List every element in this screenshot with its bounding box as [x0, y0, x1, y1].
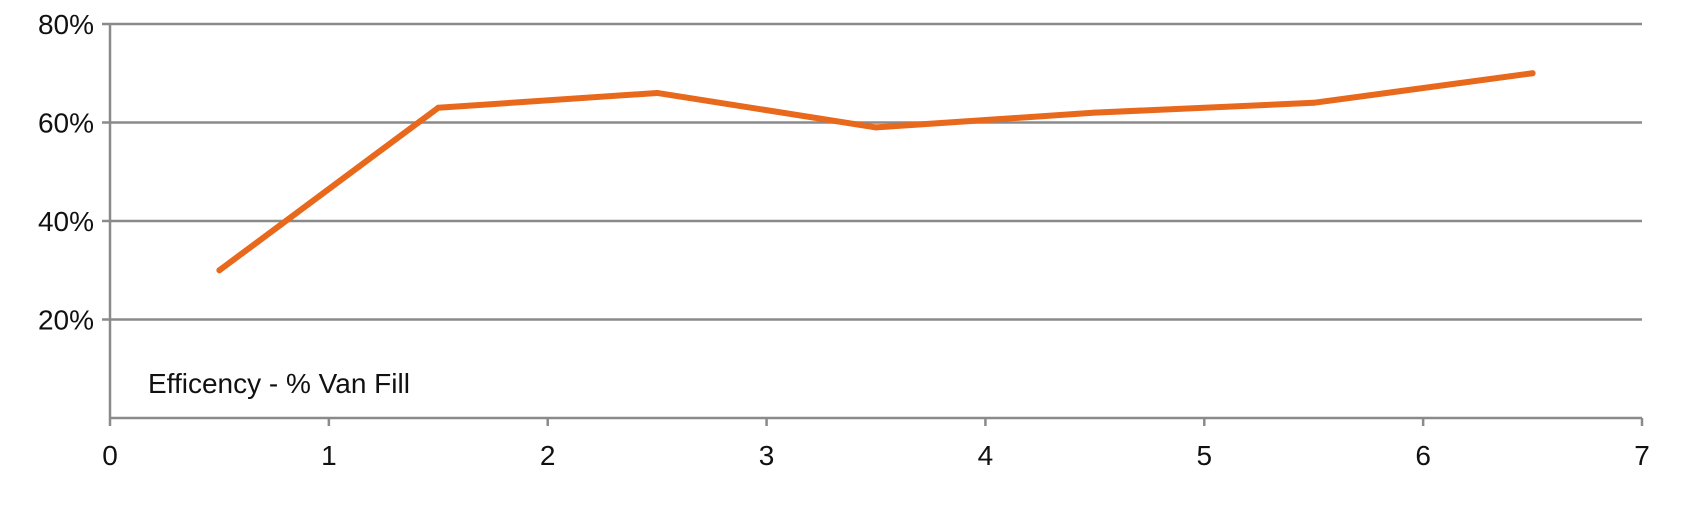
data-point	[1091, 109, 1098, 116]
x-tick-label: 0	[102, 440, 118, 471]
data-point	[1529, 70, 1536, 77]
x-tick-label: 6	[1415, 440, 1431, 471]
x-axis-ticks: 0 1 2 3 4 5 6 7	[102, 418, 1650, 471]
y-tick-label: 80%	[38, 9, 94, 40]
data-point	[873, 124, 879, 131]
y-axis-ticks: 20% 40% 60% 80%	[38, 9, 110, 336]
data-point	[1310, 99, 1317, 106]
chart-annotation: Efficency - % Van Fill	[148, 368, 410, 399]
x-tick-label: 7	[1634, 440, 1650, 471]
y-tick-label: 40%	[38, 206, 94, 237]
x-tick-label: 4	[978, 440, 994, 471]
y-tick-label: 60%	[38, 108, 94, 139]
data-point	[654, 89, 661, 96]
x-tick-label: 2	[540, 440, 556, 471]
x-tick-label: 3	[759, 440, 775, 471]
data-point	[435, 104, 442, 111]
x-tick-label: 5	[1196, 440, 1212, 471]
y-tick-label: 20%	[38, 305, 94, 336]
data-point	[216, 267, 223, 274]
series-group	[216, 70, 1536, 274]
gridlines	[110, 22, 1642, 321]
series-line	[216, 70, 1536, 274]
x-tick-label: 1	[321, 440, 337, 471]
